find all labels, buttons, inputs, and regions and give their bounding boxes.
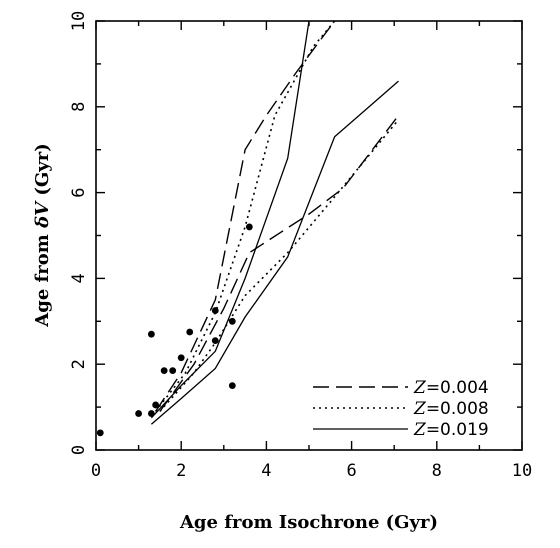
data-point-11: [228, 317, 236, 325]
series-dotted-curve-1: [154, 20, 336, 412]
data-point-9: [211, 337, 219, 345]
data-point-10: [211, 307, 219, 314]
data-point-3: [152, 401, 160, 409]
data-point-0: [96, 429, 104, 437]
ticks: [95, 20, 523, 451]
legend-label-solid: Z=0.019: [413, 420, 489, 440]
data-point-8: [186, 328, 194, 336]
legend-value-dashed: =0.004: [426, 378, 489, 398]
y-axis-title-symbol: δV: [32, 200, 53, 229]
series-solid-curve-1: [150, 20, 310, 419]
legend-value-dotted: =0.008: [426, 399, 489, 419]
y-tick-label-1: 2: [69, 359, 89, 369]
data-points: [96, 223, 253, 437]
series-dashed-curve-1: [155, 20, 336, 412]
x-tick-label-2: 4: [261, 461, 271, 481]
data-point-13: [245, 223, 253, 231]
data-point-12: [228, 382, 236, 390]
legend-value-solid: =0.019: [426, 420, 489, 440]
x-tick-labels: 0 2 4 6 8 10: [91, 461, 532, 481]
legend-var-dotted: Z: [413, 399, 427, 419]
legend-label-dashed: Z=0.004: [413, 378, 489, 398]
series-curves: [150, 20, 400, 425]
x-tick-label-5: 10: [512, 461, 532, 481]
data-point-4: [147, 330, 155, 338]
y-axis-title-prefix: Age from: [32, 228, 53, 328]
data-point-2: [147, 410, 155, 417]
data-point-7: [177, 354, 185, 362]
legend-var-solid: Z: [413, 420, 427, 440]
series-solid-curve-0: [150, 80, 399, 425]
y-axis-title: Age from δV (Gyr): [32, 143, 53, 327]
y-axis-title-suffix: (Gyr): [32, 143, 53, 202]
legend-var-dashed: Z: [413, 378, 427, 398]
y-tick-label-0: 0: [69, 445, 89, 455]
data-point-5: [160, 367, 168, 375]
x-tick-label-3: 6: [346, 461, 356, 481]
x-axis-title: Age from Isochrone (Gyr): [179, 512, 438, 533]
y-tick-label-4: 8: [69, 102, 89, 112]
data-point-6: [169, 367, 177, 375]
legend-label-dotted: Z=0.008: [413, 399, 489, 419]
y-tick-label-5: 10: [69, 11, 89, 31]
x-tick-label-1: 2: [176, 461, 186, 481]
y-tick-label-3: 6: [69, 187, 89, 197]
series-dashed-curve-0: [159, 114, 400, 412]
data-point-1: [135, 410, 143, 417]
x-tick-label-0: 0: [91, 461, 101, 481]
x-tick-label-4: 8: [432, 461, 442, 481]
y-tick-labels: 0 2 4 6 8 10: [69, 11, 89, 455]
series-dotted-curve-0: [159, 119, 400, 412]
y-tick-label-2: 4: [69, 273, 89, 283]
